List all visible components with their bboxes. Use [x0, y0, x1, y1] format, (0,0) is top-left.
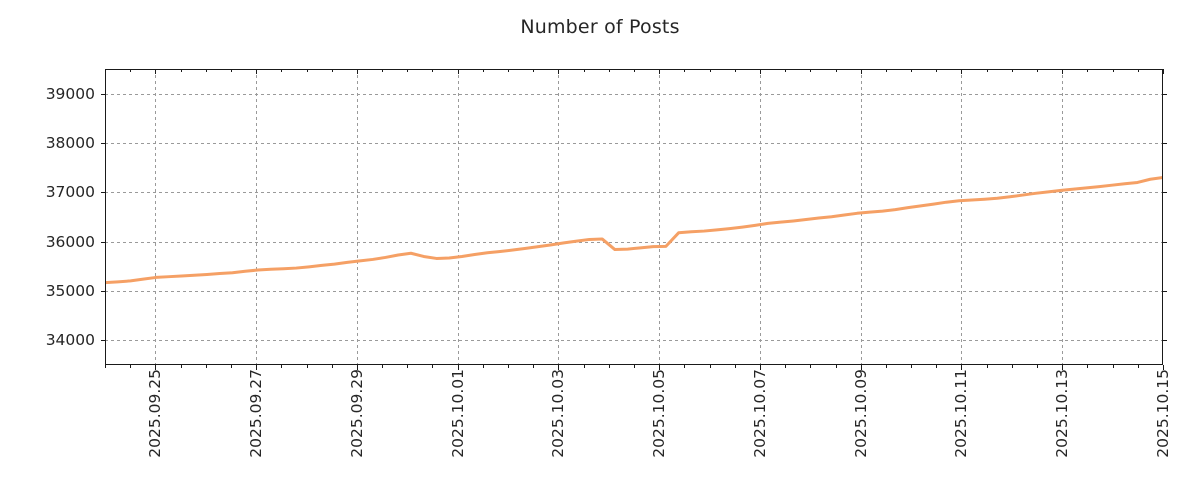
x-tick-label: 2025.10.01: [448, 369, 467, 458]
plot-area: [105, 69, 1163, 365]
x-tick-label: 2025.09.25: [146, 369, 165, 458]
y-tick-label: 35000: [45, 282, 95, 300]
x-tick-label: 2025.10.09: [851, 369, 870, 458]
x-tick-label: 2025.09.29: [347, 369, 366, 458]
y-tick-label: 38000: [45, 134, 95, 152]
x-tick-label: 2025.10.15: [1154, 369, 1172, 458]
data-line-series: [105, 176, 1163, 285]
x-tick-label: 2025.10.11: [952, 369, 971, 458]
y-tick-label: 34000: [45, 331, 95, 350]
chart-title: Number of Posts: [520, 16, 680, 38]
x-tick-label: 2025.10.05: [650, 369, 669, 458]
grid-lines: [105, 69, 1163, 365]
y-axis-tick-labels: 34000 35000 36000 37000 38000 39000: [0, 69, 95, 365]
x-tick-label: 2025.10.07: [750, 369, 769, 458]
x-tick-label: 2025.10.13: [1053, 369, 1072, 458]
y-tick-label: 36000: [45, 232, 95, 251]
y-tick-label: 39000: [45, 84, 95, 103]
x-tick-label: 2025.09.27: [247, 369, 266, 458]
x-axis-tick-labels: 2025.09.25 2025.09.27 2025.09.29 2025.10.01…: [105, 369, 1172, 499]
y-tick-label: 37000: [45, 183, 95, 202]
x-tick-label: 2025.10.03: [549, 369, 568, 458]
